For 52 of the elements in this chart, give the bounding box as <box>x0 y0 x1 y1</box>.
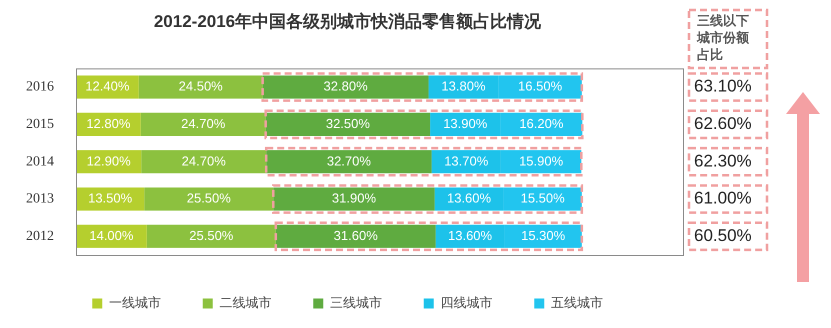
data-label: 31.60% <box>334 228 378 243</box>
data-label: 25.50% <box>189 228 234 243</box>
data-label: 16.50% <box>518 78 563 94</box>
data-label: 16.20% <box>519 116 564 131</box>
data-label: 32.80% <box>324 78 368 94</box>
data-label: 31.90% <box>332 190 376 206</box>
data-label: 12.40% <box>85 78 130 94</box>
data-label: 15.30% <box>521 228 566 243</box>
data-label: 13.50% <box>88 190 133 206</box>
legend-label: 五线城市 <box>550 295 603 310</box>
bar <box>140 112 266 136</box>
y-tick-label: 2016 <box>26 80 54 95</box>
data-label: 24.70% <box>182 153 226 168</box>
data-label: 13.80% <box>441 78 486 94</box>
bar <box>266 150 432 174</box>
bar <box>276 224 436 248</box>
data-label: 14.00% <box>89 228 134 243</box>
data-label: 13.90% <box>443 116 488 131</box>
bar <box>146 224 276 248</box>
chart-title: 2012-2016年中国各级别城市快消品零售额占比情况 <box>154 12 542 31</box>
legend-label: 一线城市 <box>108 295 161 310</box>
data-label: 32.50% <box>326 116 370 131</box>
text: 60.50% <box>694 226 752 246</box>
text: 61.00% <box>694 188 752 208</box>
y-tick-label: 2013 <box>26 192 54 207</box>
data-label: 12.90% <box>86 153 132 168</box>
data-label: 24.70% <box>181 116 226 131</box>
data-label: 24.50% <box>178 78 224 94</box>
bar <box>273 187 435 211</box>
y-tick-label: 2015 <box>26 117 54 132</box>
data-label: 15.50% <box>520 190 566 206</box>
data-label: 25.50% <box>186 190 232 206</box>
bar <box>262 75 429 99</box>
data-label: 32.70% <box>326 153 372 168</box>
legend-label: 四线城市 <box>440 295 492 310</box>
y-tick-label: 2014 <box>26 154 54 170</box>
bar <box>138 75 263 99</box>
text: 63.10% <box>694 76 752 96</box>
data-label: 15.90% <box>519 153 564 168</box>
text: 62.30% <box>694 151 752 170</box>
text: 62.60% <box>694 114 752 134</box>
bar <box>266 112 430 136</box>
bar <box>144 187 274 211</box>
data-label: 13.60% <box>446 190 492 206</box>
legend-label: 三线城市 <box>330 295 382 310</box>
legend-label: 二线城市 <box>219 295 272 310</box>
data-label: 13.60% <box>448 228 493 243</box>
bar <box>141 150 266 174</box>
text: 三线以下城市份额占比 <box>696 13 750 62</box>
y-tick-label: 2012 <box>26 229 54 244</box>
data-label: 12.80% <box>86 116 131 131</box>
data-label: 13.70% <box>444 153 489 168</box>
